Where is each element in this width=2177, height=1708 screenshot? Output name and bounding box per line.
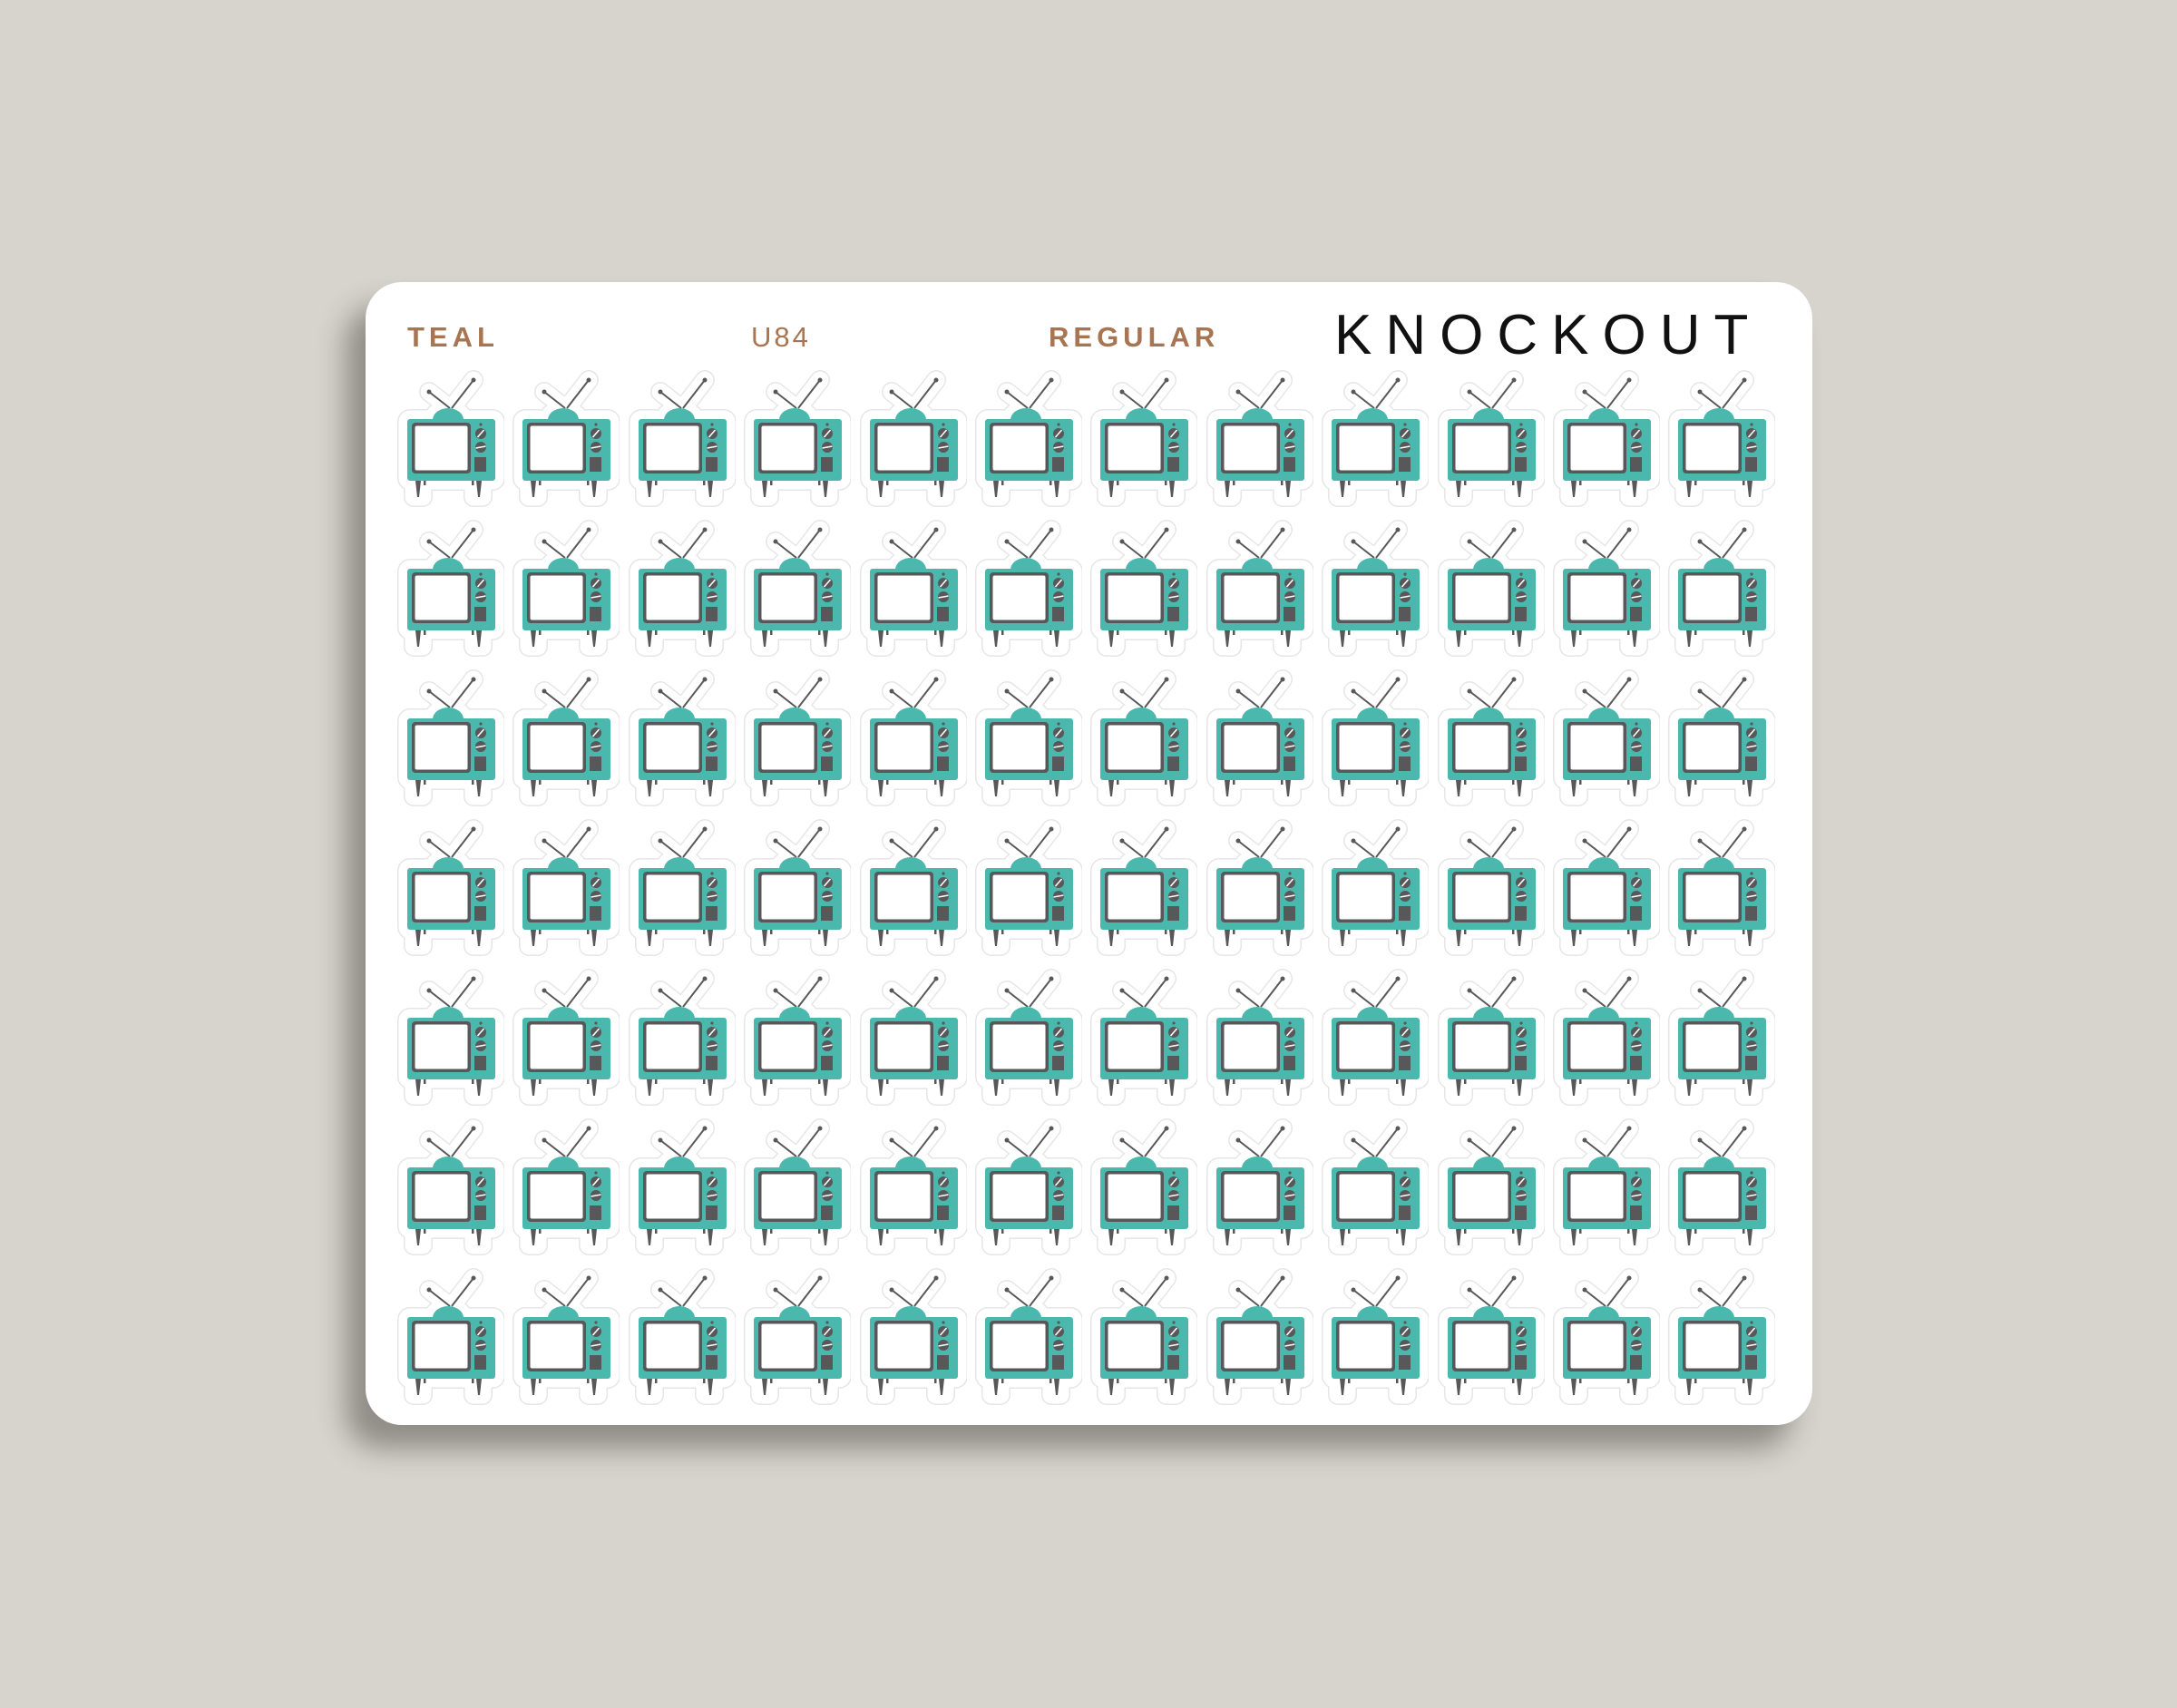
retro-tv-icon bbox=[1551, 514, 1661, 659]
retro-tv-icon bbox=[511, 1113, 621, 1258]
retro-tv-icon bbox=[1088, 514, 1199, 659]
retro-tv-icon bbox=[395, 664, 505, 809]
retro-tv-icon bbox=[742, 514, 853, 659]
product-code: U84 bbox=[751, 321, 811, 353]
retro-tv-icon bbox=[858, 1263, 968, 1408]
retro-tv-icon bbox=[973, 814, 1083, 959]
retro-tv-icon bbox=[511, 963, 621, 1108]
color-label: TEAL bbox=[407, 321, 499, 353]
retro-tv-icon bbox=[742, 814, 853, 959]
retro-tv-icon bbox=[1666, 814, 1777, 959]
retro-tv-icon bbox=[1436, 365, 1546, 510]
retro-tv-icon bbox=[1436, 814, 1546, 959]
retro-tv-icon bbox=[1551, 963, 1661, 1108]
retro-tv-icon bbox=[742, 963, 853, 1108]
retro-tv-icon bbox=[1436, 963, 1546, 1108]
retro-tv-icon bbox=[395, 1113, 505, 1258]
retro-tv-icon bbox=[627, 1263, 737, 1408]
retro-tv-icon bbox=[1666, 365, 1777, 510]
retro-tv-icon bbox=[973, 664, 1083, 809]
retro-tv-icon bbox=[973, 514, 1083, 659]
retro-tv-icon bbox=[1088, 814, 1199, 959]
size-label: REGULAR bbox=[1049, 321, 1220, 353]
retro-tv-icon bbox=[627, 365, 737, 510]
retro-tv-icon bbox=[1205, 365, 1314, 510]
retro-tv-icon bbox=[395, 365, 505, 510]
retro-tv-icon bbox=[742, 1263, 853, 1408]
retro-tv-icon bbox=[1436, 1263, 1546, 1408]
retro-tv-icon bbox=[858, 365, 968, 510]
retro-tv-icon bbox=[973, 1113, 1083, 1258]
retro-tv-icon bbox=[1205, 664, 1314, 809]
retro-tv-icon bbox=[742, 1113, 853, 1258]
retro-tv-icon bbox=[1205, 1263, 1314, 1408]
retro-tv-icon bbox=[858, 514, 968, 659]
retro-tv-icon bbox=[395, 963, 505, 1108]
retro-tv-icon bbox=[395, 814, 505, 959]
retro-tv-icon bbox=[511, 514, 621, 659]
sticker-sheet: TEAL U84 REGULAR KNOCKOUT bbox=[366, 282, 1812, 1425]
retro-tv-icon bbox=[973, 1263, 1083, 1408]
retro-tv-icon bbox=[858, 814, 968, 959]
retro-tv-icon bbox=[1320, 963, 1430, 1108]
retro-tv-icon bbox=[1666, 1263, 1777, 1408]
retro-tv-icon bbox=[973, 963, 1083, 1108]
retro-tv-icon bbox=[1320, 664, 1430, 809]
retro-tv-icon bbox=[742, 664, 853, 809]
retro-tv-icon bbox=[511, 814, 621, 959]
retro-tv-icon bbox=[627, 963, 737, 1108]
retro-tv-icon bbox=[1088, 963, 1199, 1108]
retro-tv-icon bbox=[858, 963, 968, 1108]
retro-tv-icon bbox=[1436, 1113, 1546, 1258]
retro-tv-icon bbox=[973, 365, 1083, 510]
retro-tv-icon bbox=[1320, 514, 1430, 659]
retro-tv-icon bbox=[511, 1263, 621, 1408]
retro-tv-icon bbox=[1551, 664, 1661, 809]
retro-tv-icon bbox=[1666, 963, 1777, 1108]
retro-tv-icon bbox=[1551, 814, 1661, 959]
retro-tv-icon bbox=[1088, 664, 1199, 809]
retro-tv-icon bbox=[627, 814, 737, 959]
retro-tv-icon bbox=[395, 514, 505, 659]
retro-tv-icon bbox=[627, 514, 737, 659]
retro-tv-icon bbox=[1320, 1263, 1430, 1408]
retro-tv-icon bbox=[627, 1113, 737, 1258]
retro-tv-icon bbox=[742, 365, 853, 510]
retro-tv-icon bbox=[1666, 1113, 1777, 1258]
retro-tv-icon bbox=[1551, 1113, 1661, 1258]
retro-tv-icon bbox=[1320, 814, 1430, 959]
brand-logo: KNOCKOUT bbox=[1334, 304, 1762, 366]
retro-tv-icon bbox=[1088, 1263, 1199, 1408]
retro-tv-icon bbox=[395, 1263, 505, 1408]
retro-tv-icon bbox=[1436, 514, 1546, 659]
retro-tv-icon bbox=[1205, 514, 1314, 659]
retro-tv-icon bbox=[1205, 963, 1314, 1108]
retro-tv-icon bbox=[1205, 814, 1314, 959]
retro-tv-icon bbox=[1551, 1263, 1661, 1408]
retro-tv-icon bbox=[1551, 365, 1661, 510]
retro-tv-icon bbox=[1436, 664, 1546, 809]
retro-tv-icon bbox=[1320, 1113, 1430, 1258]
retro-tv-icon bbox=[858, 664, 968, 809]
retro-tv-icon bbox=[511, 664, 621, 809]
retro-tv-icon bbox=[1205, 1113, 1314, 1258]
retro-tv-icon bbox=[511, 365, 621, 510]
retro-tv-icon bbox=[1666, 514, 1777, 659]
retro-tv-icon bbox=[1666, 664, 1777, 809]
retro-tv-icon bbox=[1088, 365, 1199, 510]
retro-tv-icon bbox=[627, 664, 737, 809]
retro-tv-icon bbox=[858, 1113, 968, 1258]
retro-tv-icon bbox=[1088, 1113, 1199, 1258]
retro-tv-icon bbox=[1320, 365, 1430, 510]
